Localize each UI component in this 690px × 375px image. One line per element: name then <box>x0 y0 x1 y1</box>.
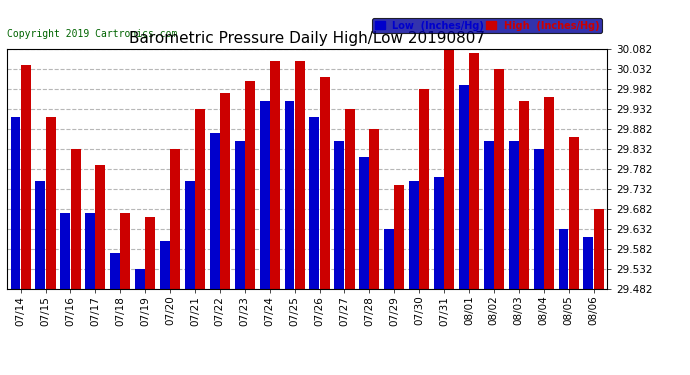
Bar <box>484 141 494 289</box>
Bar <box>46 117 56 289</box>
Bar <box>235 141 245 289</box>
Bar <box>409 181 419 289</box>
Bar <box>384 229 394 289</box>
Bar <box>270 61 279 289</box>
Bar <box>533 149 544 289</box>
Bar <box>444 49 454 289</box>
Bar <box>259 101 270 289</box>
Bar <box>469 53 479 289</box>
Bar <box>86 213 95 289</box>
Bar <box>459 85 469 289</box>
Bar <box>110 253 120 289</box>
Bar <box>195 109 205 289</box>
Bar <box>295 61 305 289</box>
Bar <box>35 181 46 289</box>
Bar <box>319 77 330 289</box>
Legend: Low  (Inches/Hg), High  (Inches/Hg): Low (Inches/Hg), High (Inches/Hg) <box>372 18 602 33</box>
Bar <box>21 65 30 289</box>
Bar <box>120 213 130 289</box>
Bar <box>146 217 155 289</box>
Bar <box>569 137 579 289</box>
Bar <box>558 229 569 289</box>
Bar <box>160 241 170 289</box>
Bar <box>170 149 180 289</box>
Bar <box>593 209 604 289</box>
Bar <box>210 133 219 289</box>
Bar <box>95 165 106 289</box>
Bar <box>369 129 380 289</box>
Bar <box>70 149 81 289</box>
Bar <box>494 69 504 289</box>
Bar <box>359 157 369 289</box>
Bar <box>544 97 554 289</box>
Bar <box>245 81 255 289</box>
Bar <box>509 141 519 289</box>
Bar <box>220 93 230 289</box>
Bar <box>60 213 70 289</box>
Bar <box>10 117 21 289</box>
Bar <box>344 109 355 289</box>
Bar <box>284 101 295 289</box>
Text: Copyright 2019 Cartronics.com: Copyright 2019 Cartronics.com <box>7 29 177 39</box>
Bar <box>185 181 195 289</box>
Title: Barometric Pressure Daily High/Low 20190807: Barometric Pressure Daily High/Low 20190… <box>129 31 485 46</box>
Bar <box>420 89 429 289</box>
Bar <box>519 101 529 289</box>
Bar <box>135 269 145 289</box>
Bar <box>434 177 444 289</box>
Bar <box>309 117 319 289</box>
Bar <box>395 185 404 289</box>
Bar <box>584 237 593 289</box>
Bar <box>335 141 344 289</box>
